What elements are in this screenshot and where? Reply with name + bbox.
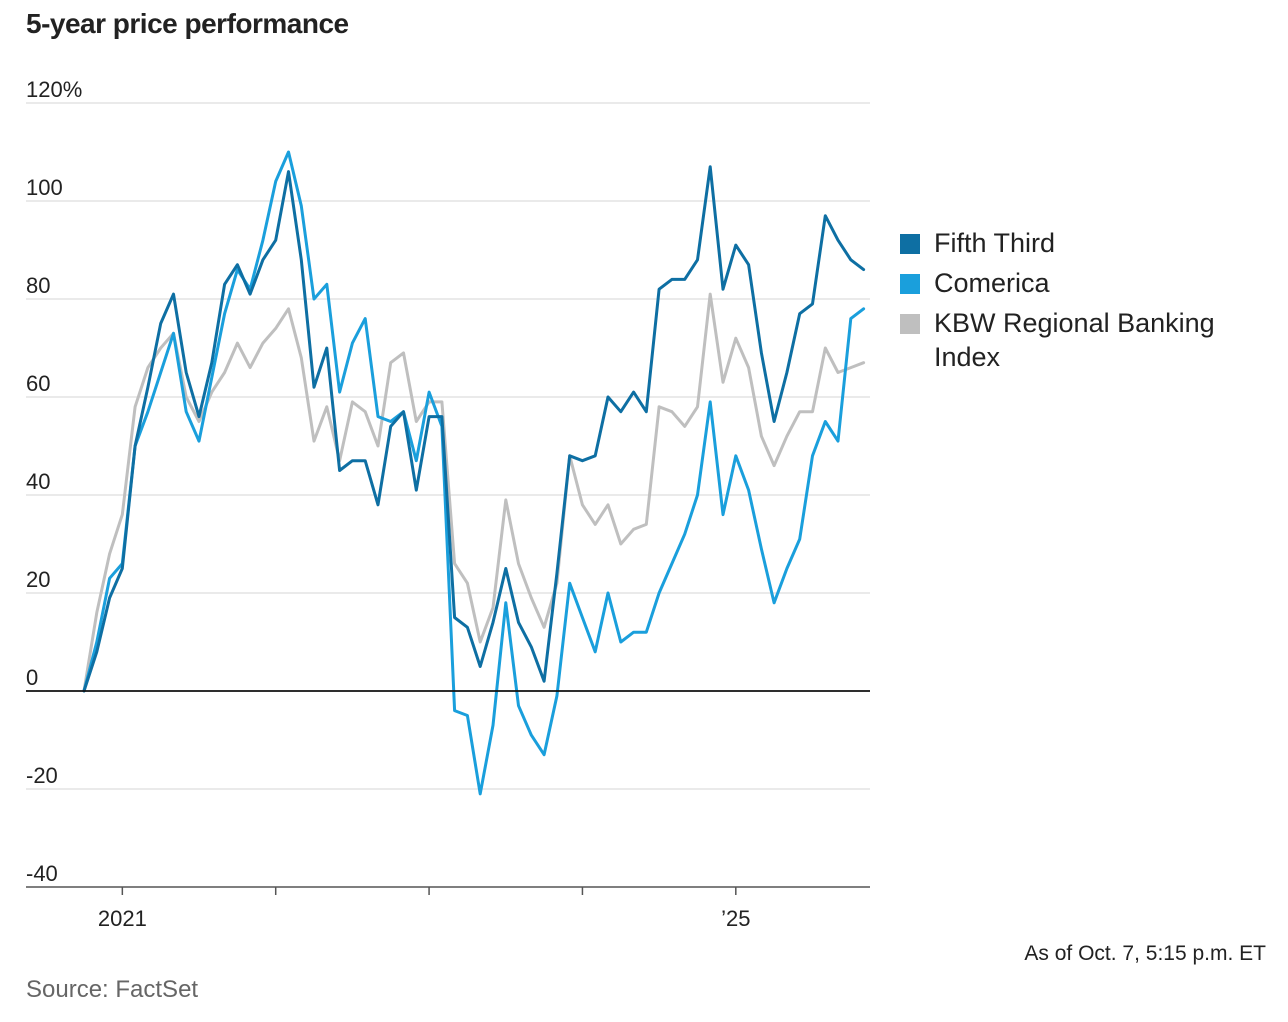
y-tick-label: 100: [26, 175, 63, 200]
series-line-kbw-regional-banking-index: [82, 292, 866, 693]
legend-item-comerica: Comerica: [900, 266, 1260, 300]
legend-item-kbw-index: KBW Regional Banking Index: [900, 306, 1260, 374]
x-tick-label: ’25: [721, 906, 750, 931]
y-tick-label: 60: [26, 371, 50, 396]
legend-label-kbw-index: KBW Regional Banking Index: [934, 308, 1215, 372]
legend-item-fifth-third: Fifth Third: [900, 226, 1260, 260]
legend-swatch-kbw-index: [900, 314, 920, 334]
x-axis: 2021 ’25: [26, 886, 870, 931]
series-line-fifth-third: [82, 165, 866, 693]
legend-swatch-fifth-third: [900, 234, 920, 254]
y-tick-label: -20: [26, 763, 58, 788]
x-tick-label: 2021: [98, 906, 147, 931]
y-axis-ticks: 120% 100 80 60 40 20 0 -20 -40: [26, 77, 82, 886]
series-lines: [82, 150, 866, 796]
as-of-note: As of Oct. 7, 5:15 p.m. ET: [1024, 942, 1266, 965]
y-tick-label: 20: [26, 567, 50, 592]
legend-label-comerica: Comerica: [934, 268, 1050, 298]
y-tick-label: 40: [26, 469, 50, 494]
chart-title: 5-year price performance: [26, 8, 349, 39]
y-tick-label: 120%: [26, 77, 82, 102]
y-tick-label: 0: [26, 665, 38, 690]
source-note: Source: FactSet: [26, 976, 199, 1003]
gridlines: [26, 102, 870, 790]
y-tick-label: 80: [26, 273, 50, 298]
legend: Fifth Third Comerica KBW Regional Bankin…: [900, 226, 1260, 380]
y-tick-label: -40: [26, 861, 58, 886]
legend-swatch-comerica: [900, 274, 920, 294]
series-line-comerica: [82, 150, 866, 796]
legend-label-fifth-third: Fifth Third: [934, 228, 1056, 258]
